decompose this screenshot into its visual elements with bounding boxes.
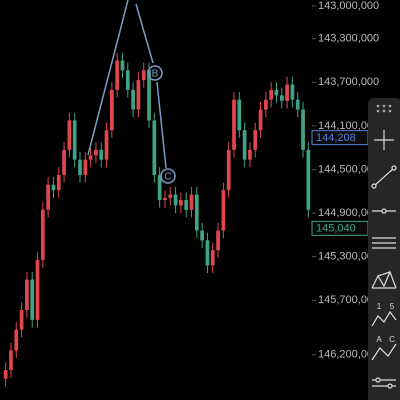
toolbar: 1 5 A C bbox=[368, 98, 400, 400]
pattern-tool[interactable] bbox=[371, 270, 397, 289]
candle-body bbox=[30, 279, 35, 320]
parallel-lines-tool[interactable] bbox=[372, 237, 396, 249]
candle-body bbox=[56, 174, 61, 191]
y-tick-label: 144,900,000 bbox=[318, 207, 379, 219]
candle-body bbox=[221, 190, 226, 231]
candle-body bbox=[88, 155, 93, 160]
candle-body bbox=[157, 174, 162, 200]
candle-body bbox=[253, 130, 258, 150]
y-tick-label: 143,000,000 bbox=[318, 0, 379, 12]
candle-body bbox=[205, 240, 210, 266]
abcd-tool[interactable] bbox=[371, 343, 397, 361]
y-tick-label: 145,300,000 bbox=[318, 251, 379, 263]
icon-label: 5 bbox=[390, 302, 395, 311]
pattern-drawing bbox=[87, 0, 176, 184]
candle-body bbox=[306, 149, 311, 210]
candle-body bbox=[19, 310, 24, 330]
y-tick-label: 144,500,000 bbox=[318, 163, 379, 175]
candle-body bbox=[242, 130, 247, 160]
candle-body bbox=[237, 99, 242, 131]
candle-body bbox=[115, 60, 120, 90]
candle-body bbox=[226, 149, 231, 191]
candle-body bbox=[14, 329, 19, 351]
candle-body bbox=[200, 230, 204, 241]
candle-body bbox=[179, 200, 183, 206]
candle-body bbox=[173, 194, 178, 206]
candle-body bbox=[40, 209, 45, 260]
candle-body bbox=[184, 200, 189, 210]
candle-body bbox=[279, 95, 284, 101]
crosshair-tool[interactable] bbox=[374, 130, 394, 150]
candle-body bbox=[168, 194, 173, 198]
candle-body bbox=[216, 230, 220, 251]
candle-body bbox=[120, 60, 125, 71]
y-tick-label: 144,100,000 bbox=[318, 120, 379, 132]
toolbar-bg bbox=[368, 98, 400, 400]
candle-body bbox=[125, 70, 130, 90]
candle-body bbox=[51, 184, 56, 191]
y-tick-label: 143,700,000 bbox=[318, 76, 379, 88]
price-label: 144,208 bbox=[316, 132, 356, 144]
horizontal-line-tool[interactable] bbox=[372, 208, 396, 214]
candle-body bbox=[62, 149, 66, 175]
candle-body bbox=[72, 120, 77, 160]
candle-body bbox=[152, 120, 157, 175]
plot-area bbox=[3, 52, 311, 387]
candle-body bbox=[67, 120, 72, 150]
pattern-line bbox=[135, 3, 154, 64]
candle-body bbox=[274, 89, 279, 96]
pattern-point bbox=[160, 168, 176, 184]
icon-label: A bbox=[376, 335, 382, 344]
price-label: 145,040 bbox=[316, 223, 356, 235]
candle-body bbox=[285, 84, 289, 101]
candle-body bbox=[46, 184, 50, 210]
pattern-line bbox=[156, 81, 167, 169]
settings-tool[interactable] bbox=[372, 377, 396, 389]
candle-body bbox=[9, 350, 13, 371]
price-axis: 143,000,000 143,300,000 143,700,000 144,100… bbox=[311, 0, 379, 361]
candle-body bbox=[94, 149, 98, 156]
candle-body bbox=[232, 99, 236, 150]
candle-body bbox=[78, 159, 82, 175]
candle-body bbox=[258, 109, 263, 131]
pattern-label: C bbox=[164, 172, 171, 183]
candle-body bbox=[295, 99, 300, 110]
candle-body bbox=[290, 84, 295, 100]
y-tick-label: 145,700,000 bbox=[318, 294, 379, 306]
icon-label: C bbox=[389, 335, 395, 344]
pattern-label: B bbox=[152, 69, 159, 80]
candle-body bbox=[99, 149, 104, 160]
candle-body bbox=[141, 70, 146, 81]
candle-body bbox=[194, 194, 199, 231]
candle-body bbox=[269, 89, 274, 100]
y-tick-label: 143,300,000 bbox=[318, 33, 379, 45]
pattern-point bbox=[147, 65, 163, 81]
candle-body bbox=[210, 250, 215, 266]
drag-handle bbox=[376, 104, 392, 113]
candle-body bbox=[163, 197, 167, 200]
y-tick-label: 146,200,000 bbox=[318, 349, 379, 361]
trend-line-tool[interactable] bbox=[371, 165, 397, 189]
candle-body bbox=[136, 80, 141, 110]
candle-body bbox=[35, 259, 40, 320]
candle-body bbox=[248, 149, 252, 160]
candle-body bbox=[25, 279, 29, 311]
elliott-wave-tool[interactable] bbox=[371, 310, 397, 327]
candle-body bbox=[110, 89, 114, 131]
candle-body bbox=[104, 130, 109, 160]
candle-body bbox=[189, 194, 194, 210]
candle-body bbox=[264, 99, 268, 110]
candle-body bbox=[83, 159, 88, 175]
candle-body bbox=[131, 89, 135, 110]
icon-label: 1 bbox=[377, 302, 382, 311]
candle-body bbox=[301, 109, 305, 150]
candle-body bbox=[147, 70, 151, 121]
candle-body bbox=[3, 370, 8, 379]
pattern-line bbox=[87, 0, 129, 156]
